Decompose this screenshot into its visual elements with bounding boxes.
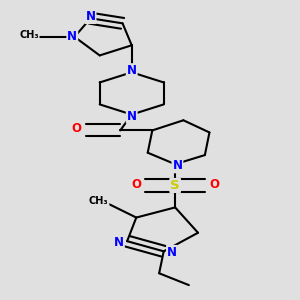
Text: S: S [170, 179, 180, 192]
Text: CH₃: CH₃ [89, 196, 109, 206]
Text: N: N [114, 236, 124, 249]
Text: N: N [172, 159, 182, 172]
Text: N: N [167, 246, 177, 259]
Text: O: O [209, 178, 219, 191]
Text: CH₃: CH₃ [19, 30, 39, 40]
Text: N: N [127, 64, 137, 77]
Text: O: O [72, 122, 82, 135]
Text: O: O [131, 178, 141, 191]
Text: N: N [85, 10, 96, 23]
Text: N: N [67, 30, 77, 44]
Text: N: N [127, 110, 137, 123]
